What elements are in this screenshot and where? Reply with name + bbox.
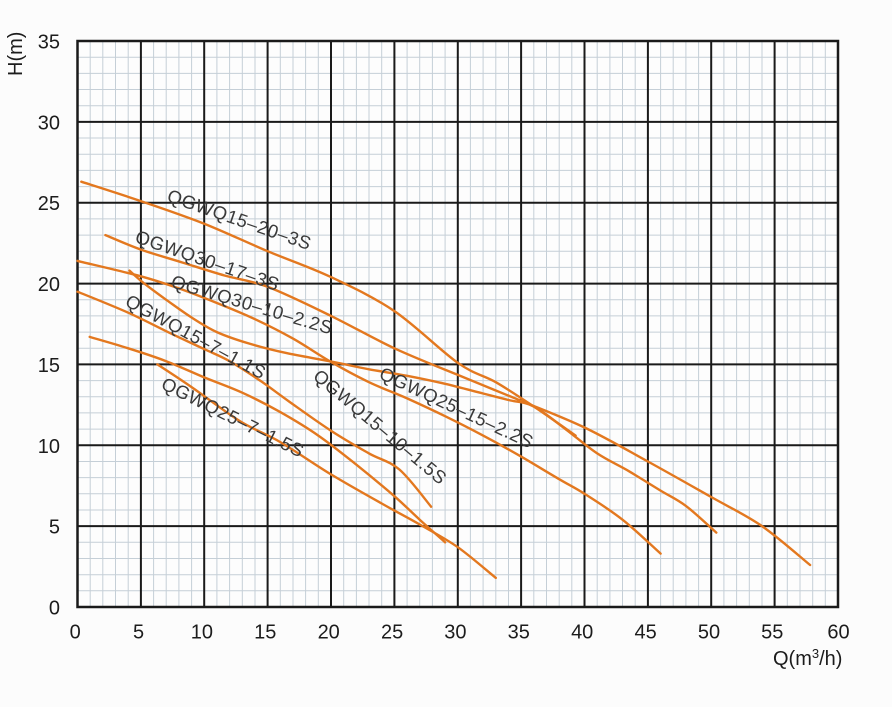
svg-text:50: 50 (698, 622, 720, 644)
svg-text:H(m): H(m) (5, 32, 27, 76)
svg-text:10: 10 (38, 436, 60, 458)
svg-text:30: 30 (444, 622, 466, 644)
svg-text:20: 20 (318, 622, 340, 644)
svg-text:Q(m3/h): Q(m3/h) (773, 646, 842, 670)
svg-text:15: 15 (38, 355, 60, 377)
svg-text:40: 40 (571, 622, 593, 644)
svg-text:30: 30 (38, 112, 60, 134)
svg-text:45: 45 (634, 622, 656, 644)
svg-text:0: 0 (70, 622, 81, 644)
svg-text:35: 35 (508, 622, 530, 644)
svg-text:5: 5 (49, 517, 60, 539)
svg-text:35: 35 (38, 32, 60, 54)
svg-text:60: 60 (827, 622, 849, 644)
svg-text:25: 25 (38, 193, 60, 215)
svg-text:5: 5 (133, 622, 144, 644)
svg-text:10: 10 (191, 622, 213, 644)
svg-text:25: 25 (381, 622, 403, 644)
svg-text:55: 55 (761, 622, 783, 644)
svg-text:15: 15 (254, 622, 276, 644)
svg-text:0: 0 (49, 598, 60, 620)
svg-text:20: 20 (38, 274, 60, 296)
